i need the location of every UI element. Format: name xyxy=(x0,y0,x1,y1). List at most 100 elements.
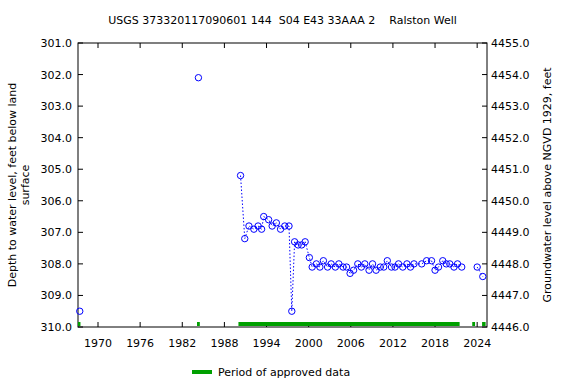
y-tick-label: 308.0 xyxy=(41,258,73,271)
data-point xyxy=(265,217,271,223)
approved-period xyxy=(78,322,80,326)
y-tick xyxy=(78,295,83,296)
data-point xyxy=(474,264,480,270)
y2-tick xyxy=(482,327,487,328)
y-tick-label: 305.0 xyxy=(41,163,73,176)
y-tick xyxy=(78,43,83,44)
y-axis-label: Depth to water level, feet below landsur… xyxy=(6,83,32,288)
x-tick xyxy=(350,43,351,48)
data-point xyxy=(273,220,279,226)
approved-period xyxy=(472,322,475,326)
y-tick-label: 309.0 xyxy=(41,289,73,302)
data-point xyxy=(369,261,375,267)
y2-axis-label: Groundwater level above NGVD 1929, feet xyxy=(541,67,554,303)
data-point xyxy=(289,308,295,314)
y2-tick-label: 4448.0 xyxy=(491,258,530,271)
x-tick xyxy=(224,43,225,48)
series-line xyxy=(241,176,462,312)
y2-tick xyxy=(482,295,487,296)
data-point xyxy=(428,258,434,264)
y2-tick-label: 4449.0 xyxy=(491,226,530,239)
data-point xyxy=(336,261,342,267)
data-point xyxy=(411,261,417,267)
data-point xyxy=(384,258,390,264)
data-point xyxy=(286,223,292,229)
data-point xyxy=(242,235,248,241)
x-tick xyxy=(182,43,183,48)
x-tick-label: 1982 xyxy=(168,337,196,350)
approved-period xyxy=(482,322,486,326)
y-tick xyxy=(78,200,83,201)
x-tick xyxy=(477,322,478,327)
y-tick xyxy=(78,169,83,170)
y-tick-label: 303.0 xyxy=(41,100,73,113)
y-tick xyxy=(78,106,83,107)
y-axis-label-line: surface xyxy=(19,164,32,205)
approved-period xyxy=(238,322,459,326)
y-tick-label: 310.0 xyxy=(41,321,73,334)
x-tick xyxy=(435,43,436,48)
x-tick xyxy=(140,43,141,48)
y2-tick-label: 4451.0 xyxy=(491,163,530,176)
data-point xyxy=(362,261,368,267)
data-point xyxy=(269,223,275,229)
x-tick-label: 2018 xyxy=(421,337,449,350)
y2-tick xyxy=(482,74,487,75)
y-tick-label: 306.0 xyxy=(41,195,73,208)
y-tick-label: 304.0 xyxy=(41,132,73,145)
x-tick xyxy=(224,322,225,327)
data-point xyxy=(77,308,83,314)
data-point xyxy=(258,226,264,232)
x-tick xyxy=(266,43,267,48)
y2-tick-label: 4450.0 xyxy=(491,195,530,208)
x-tick-label: 1994 xyxy=(253,337,281,350)
y2-tick xyxy=(482,106,487,107)
data-point xyxy=(435,264,441,270)
data-point xyxy=(366,267,372,273)
y-tick xyxy=(78,137,83,138)
y-tick-label: 307.0 xyxy=(41,226,73,239)
x-tick xyxy=(182,322,183,327)
data-point xyxy=(237,172,243,178)
y2-tick xyxy=(482,232,487,233)
x-tick-label: 2024 xyxy=(463,337,491,350)
x-tick-label: 1988 xyxy=(210,337,238,350)
data-point xyxy=(306,254,312,260)
y2-tick-label: 4446.0 xyxy=(491,321,530,334)
data-point xyxy=(350,267,356,273)
x-tick-label: 2006 xyxy=(337,337,365,350)
x-tick-label: 2012 xyxy=(379,337,407,350)
y2-tick xyxy=(482,169,487,170)
legend-label: Period of approved data xyxy=(218,366,350,379)
x-tick xyxy=(392,43,393,48)
y2-tick xyxy=(482,263,487,264)
y-tick-label: 302.0 xyxy=(41,69,73,82)
y2-tick-label: 4447.0 xyxy=(491,289,530,302)
legend-swatch xyxy=(192,370,212,374)
y2-tick xyxy=(482,200,487,201)
data-point xyxy=(328,261,334,267)
x-tick-label: 1976 xyxy=(126,337,154,350)
x-tick xyxy=(98,322,99,327)
y2-tick xyxy=(482,137,487,138)
y2-tick-label: 4453.0 xyxy=(491,100,530,113)
data-point xyxy=(302,239,308,245)
x-tick xyxy=(308,43,309,48)
x-tick xyxy=(140,322,141,327)
data-point xyxy=(251,226,257,232)
data-point xyxy=(454,261,460,267)
data-point xyxy=(395,261,401,267)
y2-tick-label: 4454.0 xyxy=(491,69,530,82)
y-tick-label: 301.0 xyxy=(41,37,73,50)
y-tick xyxy=(78,74,83,75)
data-point xyxy=(373,267,379,273)
data-point xyxy=(320,258,326,264)
y2-tick-label: 4452.0 xyxy=(491,132,530,145)
data-point xyxy=(381,264,387,270)
x-tick xyxy=(98,43,99,48)
data-point xyxy=(447,261,453,267)
chart: USGS 373320117090601 144 S04 E43 33AAA 2… xyxy=(0,0,576,384)
data-point xyxy=(459,264,465,270)
data-point xyxy=(400,264,406,270)
y-tick xyxy=(78,327,83,328)
